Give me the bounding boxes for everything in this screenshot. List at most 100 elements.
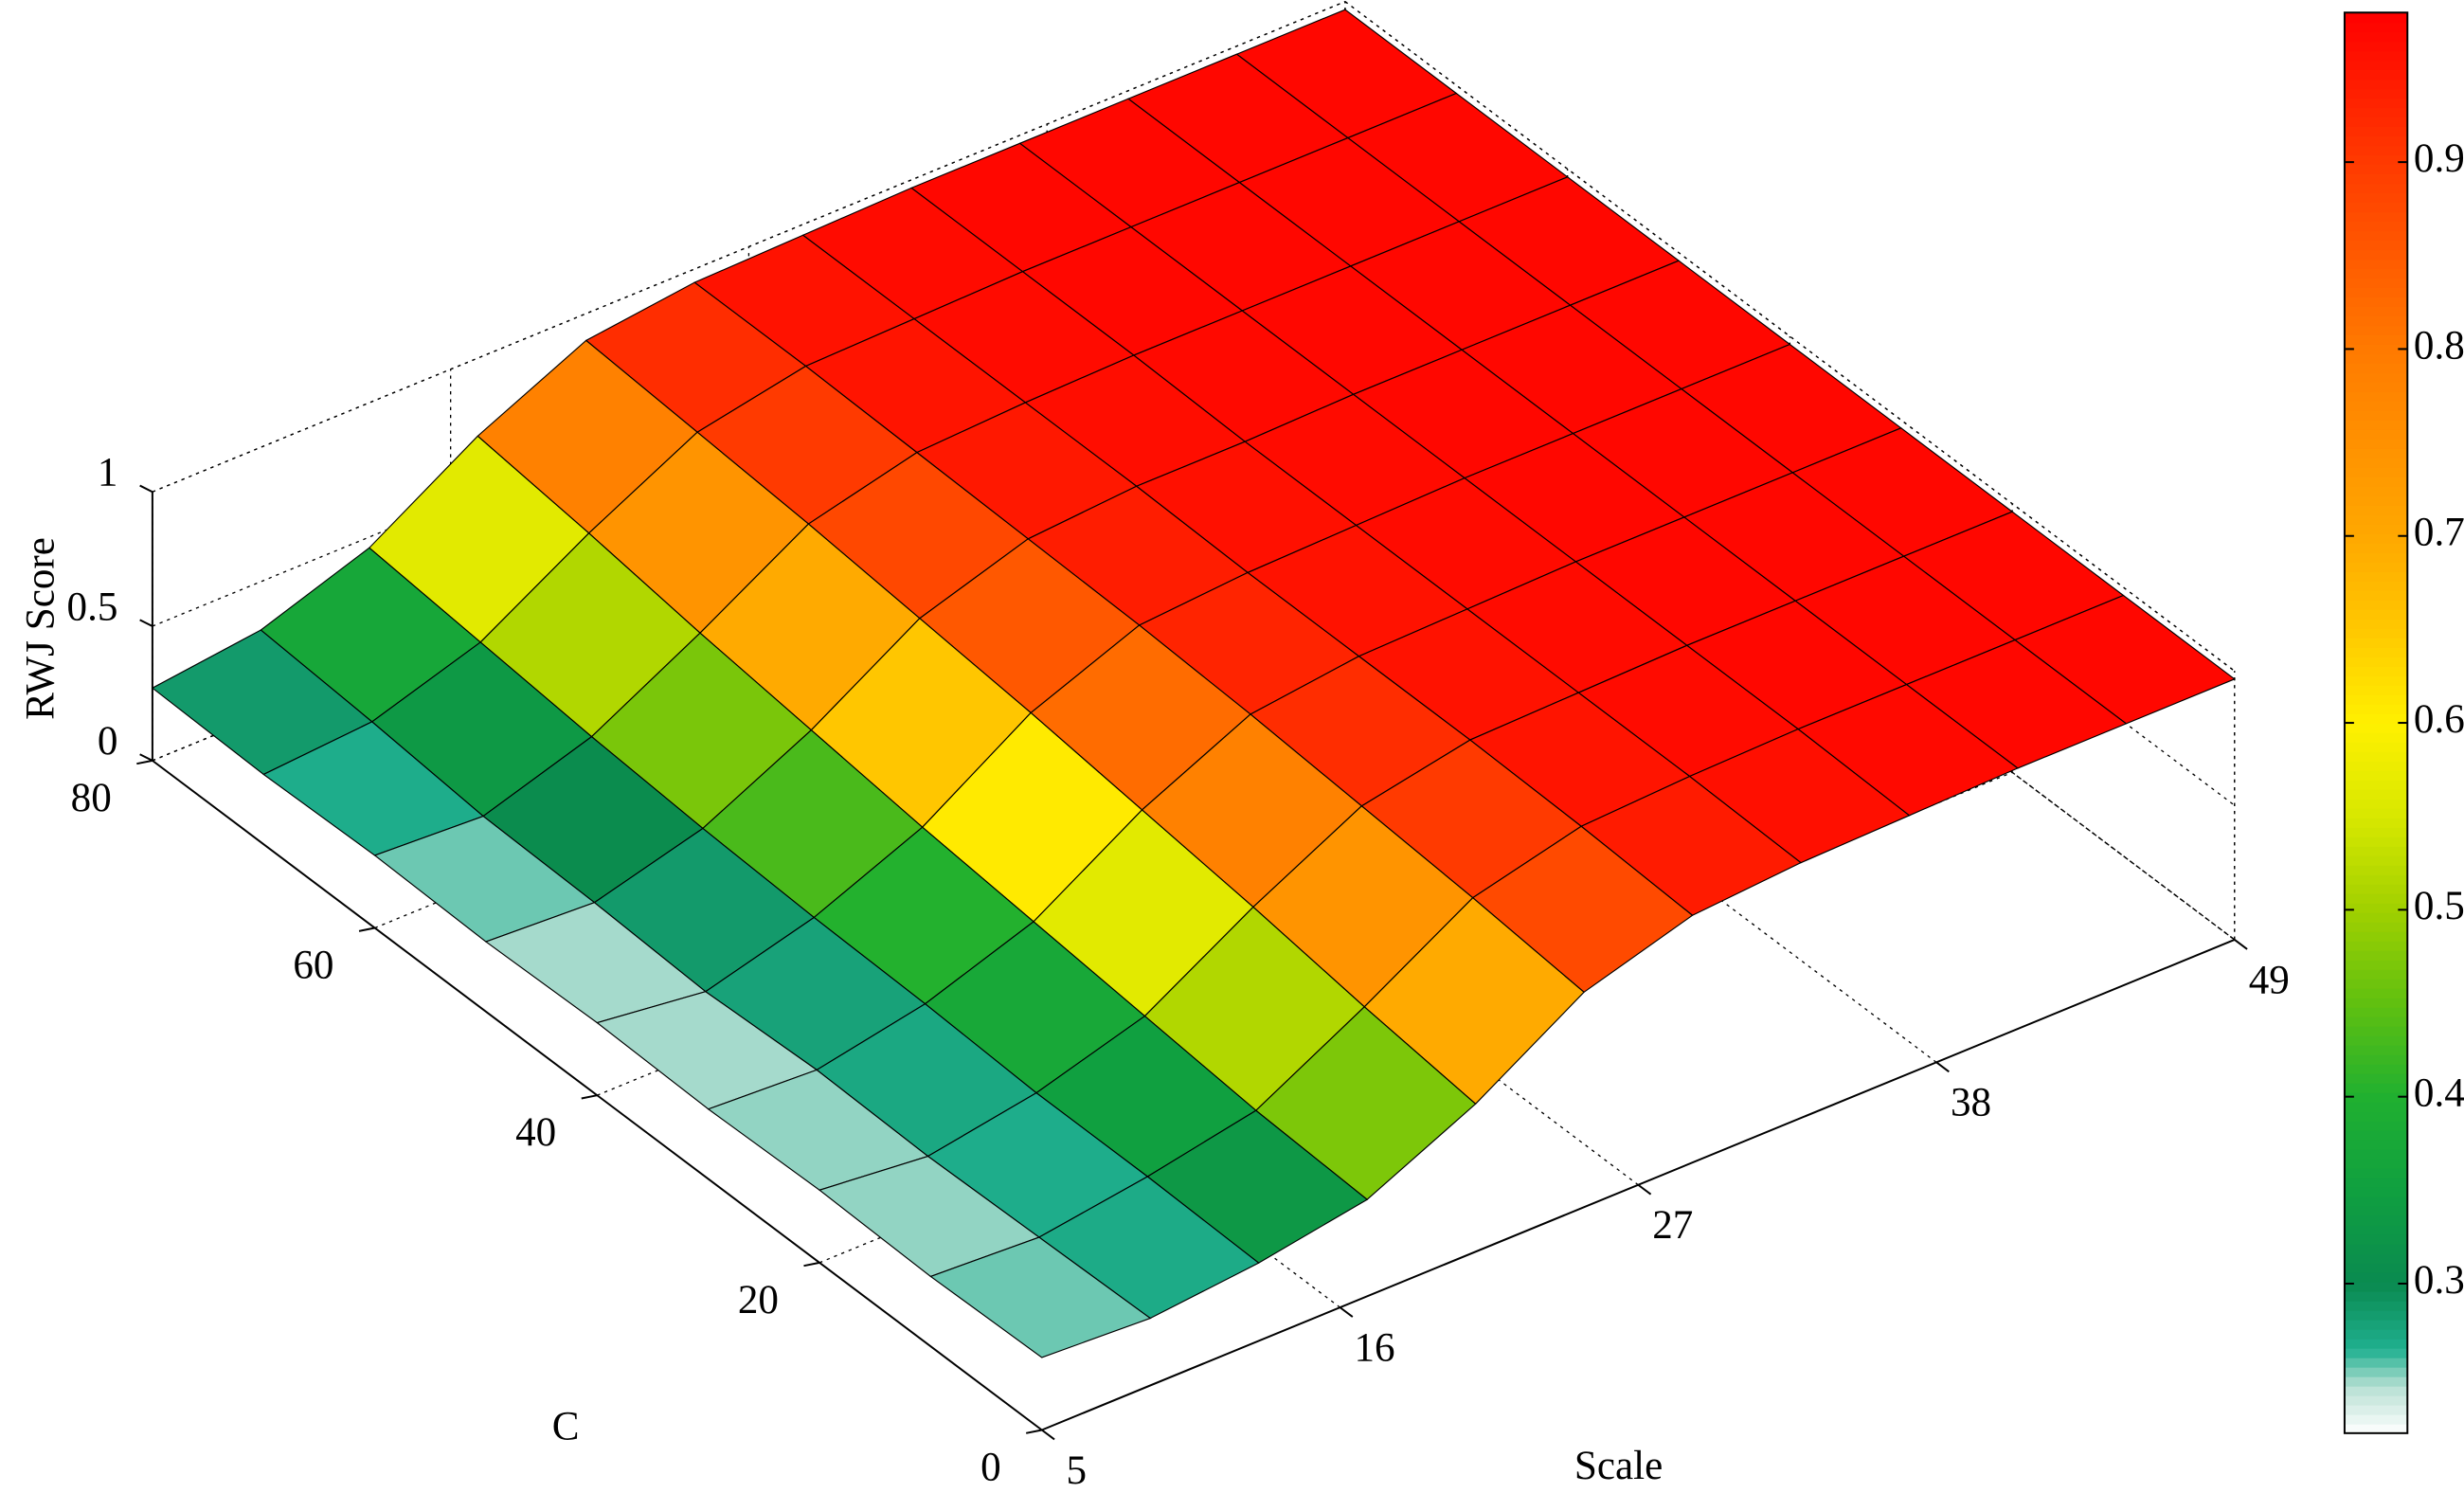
z-axis-label: RWJ Score xyxy=(18,537,63,720)
colorbar-strip xyxy=(2344,1423,2408,1434)
colorbar-strip xyxy=(2344,609,2408,620)
colorbar-strip xyxy=(2344,657,2408,667)
colorbar-tick-label: 0.8 xyxy=(2414,323,2464,368)
colorbar-strip xyxy=(2344,638,2408,648)
colorbar-strip xyxy=(2344,799,2408,809)
x-tick-label: 5 xyxy=(1066,1448,1087,1493)
colorbar-strip xyxy=(2344,789,2408,800)
colorbar-strip xyxy=(2344,1196,2408,1207)
colorbar-strip xyxy=(2344,600,2408,610)
z-tick xyxy=(139,619,153,627)
colorbar-strip xyxy=(2344,1413,2408,1425)
colorbar-strip xyxy=(2344,1016,2408,1027)
colorbar-strip xyxy=(2344,978,2408,989)
x-tick xyxy=(1339,1306,1354,1318)
colorbar-strip xyxy=(2344,306,2408,317)
grid-line xyxy=(1344,1,2236,672)
colorbar-strip xyxy=(2344,732,2408,743)
colorbar-strip xyxy=(2344,98,2408,109)
colorbar-strip xyxy=(2344,930,2408,942)
colorbar-tick-label: 0.4 xyxy=(2414,1071,2464,1116)
colorbar-strip xyxy=(2344,694,2408,705)
colorbar-tick-label: 0.9 xyxy=(2414,136,2464,181)
colorbar-strip xyxy=(2344,79,2408,90)
colorbar-strip xyxy=(2344,1053,2408,1065)
colorbar-strip xyxy=(2344,959,2408,970)
colorbar-strip xyxy=(2344,892,2408,904)
colorbar-strip xyxy=(2344,704,2408,714)
colorbar-strip xyxy=(2344,571,2408,582)
colorbar-strip xyxy=(2344,240,2408,251)
colorbar-strip xyxy=(2344,173,2408,185)
colorbar-strip xyxy=(2344,723,2408,733)
colorbar-strip xyxy=(2344,911,2408,923)
colorbar-strip xyxy=(2344,401,2408,411)
x-tick xyxy=(1637,1183,1652,1196)
x-tick-label: 49 xyxy=(2249,958,2290,1002)
colorbar-strip xyxy=(2344,590,2408,601)
colorbar-strip xyxy=(2344,883,2408,894)
colorbar-strip xyxy=(2344,1006,2408,1017)
colorbar-strip xyxy=(2344,117,2408,128)
surface-cell xyxy=(929,1236,1152,1358)
colorbar-strip xyxy=(2344,1101,2408,1112)
colorbar-strip xyxy=(2344,619,2408,629)
colorbar-strip xyxy=(2344,1376,2408,1387)
colorbar-strip xyxy=(2344,1177,2408,1188)
colorbar-strip xyxy=(2344,107,2408,118)
y-tick xyxy=(1026,1429,1042,1434)
colorbar-strip xyxy=(2344,1300,2408,1311)
colorbar-tick-label: 0.5 xyxy=(2414,884,2464,928)
colorbar-strip xyxy=(2344,1233,2408,1245)
colorbar-strip xyxy=(2344,1366,2408,1377)
plot: RWJ Score C Scale 5 16 27 38 49 0 20 40 60 80 0 0.5… xyxy=(18,1,2464,1493)
colorbar-strip xyxy=(2344,135,2408,147)
x-tick xyxy=(2234,939,2248,950)
colorbar-strip xyxy=(2344,713,2408,724)
colorbar-strip xyxy=(2344,1139,2408,1150)
colorbar-strip xyxy=(2344,1385,2408,1396)
colorbar-strip xyxy=(2344,1063,2408,1074)
colorbar-strip xyxy=(2344,836,2408,847)
y-axis-label: C xyxy=(552,1404,580,1448)
colorbar-strip xyxy=(2344,448,2408,459)
colorbar-strip xyxy=(2344,372,2408,383)
colorbar-strip xyxy=(2344,297,2408,308)
colorbar-strip xyxy=(2344,410,2408,421)
colorbar-strip xyxy=(2344,315,2408,327)
colorbar-strip xyxy=(2344,751,2408,762)
colorbar-strip xyxy=(2344,391,2408,402)
colorbar-strip xyxy=(2344,818,2408,828)
colorbar-strip xyxy=(2344,429,2408,440)
colorbar-strip xyxy=(2344,1243,2408,1254)
colorbar-strip xyxy=(2344,183,2408,194)
colorbar-strip xyxy=(2344,1120,2408,1131)
colorbar-strip xyxy=(2344,221,2408,232)
colorbar-tick-label: 0.7 xyxy=(2414,511,2464,555)
z-tick xyxy=(139,753,153,762)
colorbar-strip xyxy=(2344,60,2408,71)
colorbar-strip xyxy=(2344,230,2408,242)
colorbar-strip xyxy=(2344,325,2408,335)
colorbar-strip xyxy=(2344,287,2408,298)
y-tick-label: 0 xyxy=(980,1446,1001,1490)
colorbar-strip xyxy=(2344,126,2408,137)
x-axis-label: Scale xyxy=(1574,1444,1663,1488)
colorbar-strip xyxy=(2344,1404,2408,1415)
colorbar-strip xyxy=(2344,486,2408,496)
colorbar-strip xyxy=(2344,249,2408,261)
z-tick-label: 0.5 xyxy=(67,585,118,629)
colorbar-strip xyxy=(2344,278,2408,289)
colorbar-strip xyxy=(2344,88,2408,99)
colorbar-strip xyxy=(2344,353,2408,364)
colorbar-strip xyxy=(2344,344,2408,354)
y-tick-label: 20 xyxy=(738,1278,779,1322)
colorbar-strip xyxy=(2344,846,2408,856)
colorbar-tick-label: 0.6 xyxy=(2414,697,2464,742)
colorbar-strip xyxy=(2344,987,2408,998)
colorbar-strip xyxy=(2344,921,2408,932)
colorbar-strip xyxy=(2344,1082,2408,1093)
colorbar-strip xyxy=(2344,382,2408,392)
colorbar-strip xyxy=(2344,211,2408,223)
colorbar-strip xyxy=(2344,1347,2408,1358)
